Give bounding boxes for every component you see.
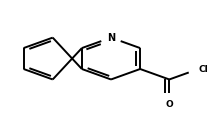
Text: N: N [107,33,115,43]
Text: O: O [165,100,173,109]
Text: Cl: Cl [198,64,208,74]
